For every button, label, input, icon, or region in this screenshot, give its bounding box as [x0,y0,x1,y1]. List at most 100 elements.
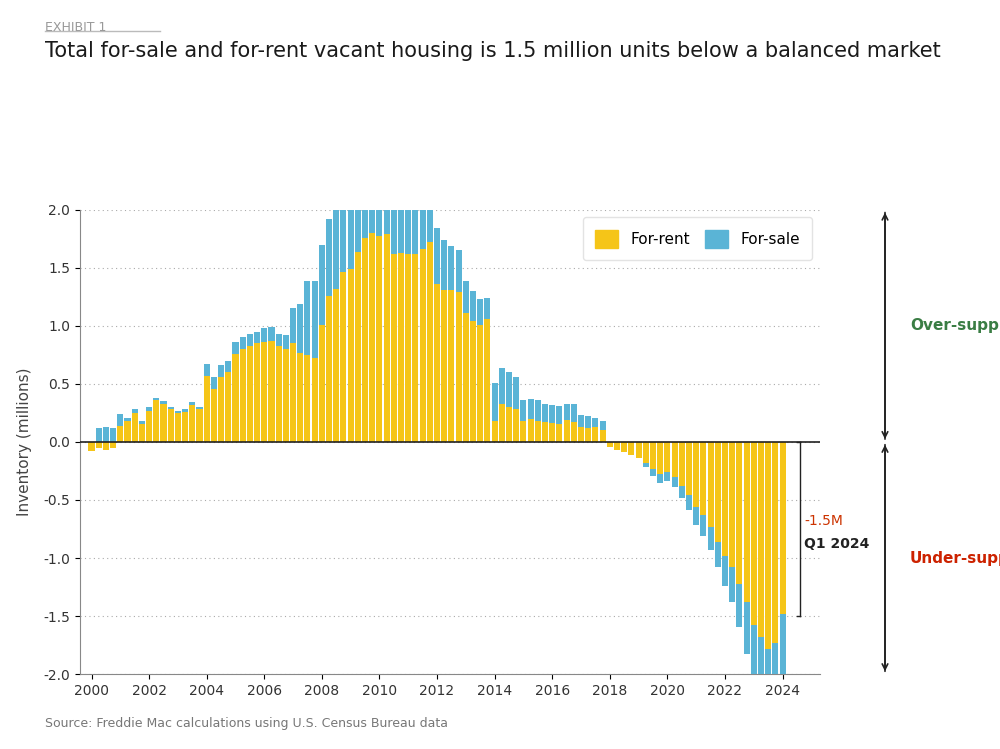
Bar [160,404,167,442]
Bar [470,291,476,321]
Bar [571,404,577,422]
Bar [398,252,404,442]
Bar [765,649,771,712]
Bar [153,400,159,442]
Bar [477,324,483,442]
Bar [758,637,764,697]
Bar [189,402,195,404]
Bar [520,421,526,442]
Bar [456,250,462,292]
Bar [225,372,231,442]
Bar [283,335,289,349]
Bar [211,389,217,442]
Bar [247,345,253,442]
Bar [614,442,620,450]
Bar [139,421,145,425]
Bar [304,355,310,442]
Bar [693,507,699,526]
Bar [218,377,224,442]
Bar [456,292,462,442]
Bar [679,442,685,486]
Bar [434,228,440,284]
Bar [268,341,275,442]
Bar [643,442,649,463]
Bar [549,423,555,442]
Bar [729,567,735,602]
Bar [297,304,303,353]
Bar [326,219,332,296]
Bar [204,376,210,442]
Bar [132,410,138,413]
Bar [513,377,519,410]
Bar [477,299,483,324]
Bar [333,192,339,288]
Bar [340,170,346,273]
Bar [348,269,354,442]
Bar [420,249,426,442]
Bar [585,416,591,428]
Bar [578,415,584,427]
Bar [578,427,584,442]
Bar [369,233,375,442]
Bar [434,284,440,442]
Bar [564,420,570,442]
Bar [592,427,598,442]
Bar [175,413,181,442]
Bar [542,422,548,442]
Text: Source: Freddie Mac calculations using U.S. Census Bureau data: Source: Freddie Mac calculations using U… [45,718,448,730]
Bar [715,542,721,567]
Bar [362,124,368,237]
Bar [232,354,239,442]
Bar [506,372,512,407]
Bar [650,442,656,469]
Bar [492,421,498,442]
Bar [405,254,411,442]
Bar [744,602,750,655]
Bar [686,495,692,510]
Bar [772,442,778,643]
Bar [708,527,714,550]
Bar [535,400,541,421]
Bar [628,442,634,455]
Bar [268,327,275,341]
Bar [715,442,721,542]
Bar [355,252,361,442]
Bar [384,234,390,442]
Bar [290,309,296,343]
Bar [484,298,490,319]
Bar [564,404,570,420]
Bar [391,163,397,254]
Bar [103,427,109,442]
Bar [276,334,282,345]
Bar [643,463,649,467]
Bar [657,474,663,482]
Bar [621,442,627,452]
Bar [254,343,260,442]
Bar [736,583,742,626]
Bar [96,428,102,442]
Bar [304,281,310,355]
Bar [168,407,174,410]
Bar [700,515,706,536]
Bar [153,398,159,400]
Bar [600,421,606,430]
Bar [693,442,699,507]
Bar [88,442,95,451]
Bar [254,332,260,343]
Bar [441,290,447,442]
Bar [355,149,361,252]
Text: Over-supply: Over-supply [910,318,1000,333]
Text: -1.5M: -1.5M [804,514,843,528]
Bar [657,442,663,474]
Bar [319,324,325,442]
Bar [146,407,152,410]
Bar [218,366,224,377]
Bar [412,175,418,254]
Bar [362,237,368,442]
Bar [290,343,296,442]
Bar [751,442,757,625]
Bar [182,410,188,412]
Bar [520,400,526,421]
Bar [664,442,670,472]
Bar [463,281,469,313]
